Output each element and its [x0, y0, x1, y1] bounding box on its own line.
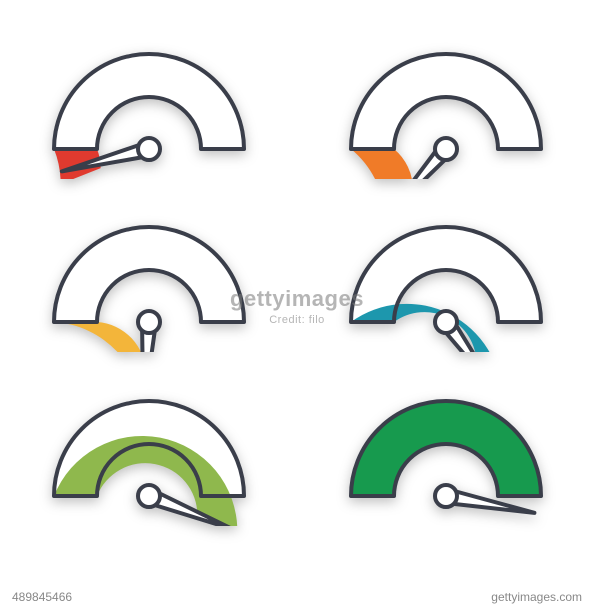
- footer-url: gettyimages.com: [491, 590, 582, 604]
- gauge-green-icon: [326, 376, 566, 531]
- gauge-red: [0, 20, 297, 193]
- gauge-grid: [0, 0, 594, 540]
- gauge-green: [297, 367, 594, 540]
- gauge-teal: [297, 193, 594, 366]
- gauge-yellow: [0, 193, 297, 366]
- gauge-olive: [0, 367, 297, 540]
- gauge-yellow-icon: [29, 202, 269, 357]
- gauge-red-icon: [29, 29, 269, 184]
- footer-id: 489845466: [12, 590, 72, 604]
- gauge-teal-icon: [326, 202, 566, 357]
- gauge-olive-icon: [29, 376, 269, 531]
- gauge-orange-icon: [326, 29, 566, 184]
- gauge-orange: [297, 20, 594, 193]
